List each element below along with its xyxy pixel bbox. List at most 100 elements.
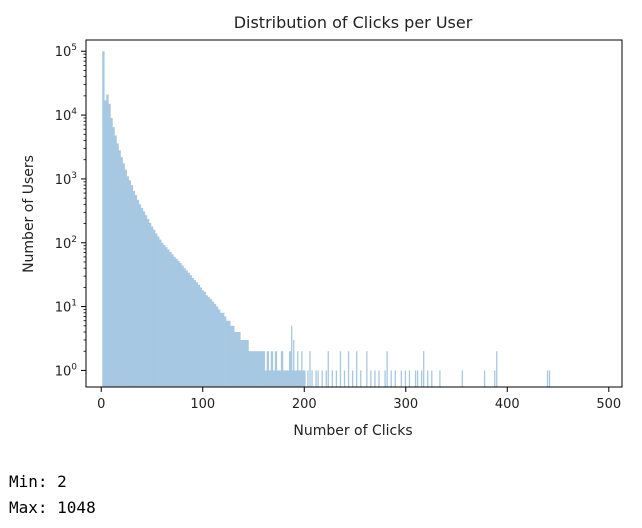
histogram-bar — [138, 204, 142, 387]
histogram-bar — [258, 351, 261, 387]
histogram-bar — [165, 247, 168, 387]
histogram-bar — [104, 100, 107, 388]
histogram-bar — [390, 370, 392, 387]
histogram-bar — [246, 339, 249, 387]
histogram-bar — [335, 370, 338, 387]
histogram-bar — [195, 282, 198, 387]
histogram-bar — [370, 370, 372, 387]
histogram-bar — [321, 370, 323, 387]
histogram-bar — [114, 135, 117, 387]
histogram-bar — [199, 287, 203, 387]
histogram-bar — [169, 251, 172, 387]
histogram-bar — [108, 103, 111, 387]
histogram-bar — [161, 242, 164, 387]
histogram-bar — [297, 351, 299, 387]
histogram-bar — [132, 190, 136, 387]
histogram-bar — [291, 325, 293, 387]
histogram-bar — [303, 370, 306, 387]
histogram-bar — [280, 351, 284, 387]
histogram-bar — [228, 320, 231, 387]
histogram-bar — [181, 265, 184, 387]
histogram-bar — [163, 245, 166, 387]
histogram-bar — [496, 351, 498, 387]
plot-frame — [85, 39, 623, 388]
histogram-bar — [222, 312, 225, 387]
y-tick-label: 103 — [55, 171, 77, 188]
histogram-bar — [282, 370, 286, 387]
histogram-bar — [179, 263, 182, 387]
histogram-bar — [201, 290, 205, 387]
histogram-bar — [266, 351, 270, 387]
histogram-bar — [421, 370, 423, 387]
histogram-bar — [339, 351, 342, 387]
histogram-bar — [134, 194, 138, 387]
histogram-bar — [110, 118, 113, 387]
histogram-bar — [187, 272, 190, 387]
histogram-bar — [193, 280, 196, 387]
histogram-bar — [177, 260, 180, 387]
histogram-bar — [126, 176, 129, 387]
histogram-bar — [122, 163, 125, 387]
histogram-bar — [268, 370, 272, 387]
x-tick-label: 400 — [495, 397, 520, 412]
histogram-bar — [270, 351, 274, 387]
histogram-bar — [311, 370, 313, 387]
histogram-bar — [175, 258, 178, 387]
histogram-bar — [256, 351, 259, 387]
histogram-bar — [159, 239, 162, 387]
histogram-bar — [301, 351, 303, 387]
histogram-bar — [220, 312, 223, 387]
histogram-bar — [416, 370, 419, 387]
histogram-bar — [203, 291, 207, 387]
histogram-bar — [120, 157, 123, 387]
histogram-bar — [287, 370, 290, 387]
histogram-bar — [262, 351, 265, 387]
histogram-bar — [189, 275, 192, 387]
histogram-bar — [226, 320, 229, 387]
histogram-bar — [439, 370, 441, 387]
y-tick-label: 105 — [55, 43, 77, 60]
histogram-bar — [327, 351, 329, 387]
histogram-bar — [242, 339, 245, 387]
y-tick-label: 102 — [55, 235, 77, 252]
histogram-bar — [207, 297, 211, 387]
max-output-line: Max: 1048 — [9, 498, 96, 517]
histogram-bar — [315, 370, 317, 387]
histogram-bar — [494, 370, 496, 387]
histogram-bar — [394, 370, 396, 387]
histogram-bar — [404, 370, 407, 387]
histogram-bar — [431, 370, 433, 387]
histogram-bar — [217, 309, 221, 387]
histogram-bar — [427, 370, 429, 387]
histogram-bar — [150, 226, 154, 387]
histogram-bar — [360, 370, 362, 387]
histogram-bar — [254, 351, 257, 387]
histogram-bar — [205, 295, 209, 387]
histogram-bar — [230, 325, 233, 387]
histogram-bar — [272, 370, 276, 387]
histogram-bar — [153, 229, 156, 387]
histogram-bar — [366, 351, 368, 387]
histogram-bar — [384, 370, 386, 387]
histogram-bar — [240, 339, 243, 387]
histogram-bar — [128, 180, 131, 387]
x-tick-label: 200 — [292, 397, 317, 412]
histogram-bar — [236, 331, 239, 387]
histogram-bar — [142, 211, 146, 387]
histogram-bar — [414, 370, 417, 387]
histogram-bar — [374, 370, 376, 387]
histogram-bar — [264, 370, 267, 387]
histogram-bar — [116, 143, 119, 387]
histogram-bar — [386, 351, 388, 387]
histogram-bar — [118, 150, 121, 387]
x-tick-label: 100 — [190, 397, 215, 412]
histogram-bar — [197, 284, 200, 387]
histogram-bar — [260, 351, 263, 387]
y-axis-ticks: 100 101 102 103 104 105 — [55, 43, 86, 379]
histogram-bar — [173, 256, 176, 387]
histogram-bar — [171, 254, 174, 387]
histogram-bar — [400, 370, 402, 387]
histogram-bar — [183, 268, 186, 387]
x-tick-label: 500 — [596, 397, 621, 412]
histogram-bar — [191, 278, 194, 387]
